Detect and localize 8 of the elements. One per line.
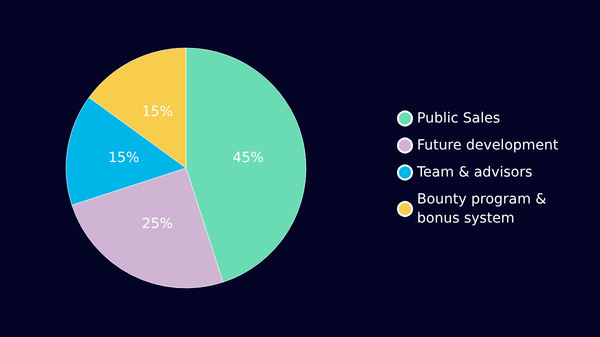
data-label: 25% — [142, 216, 173, 232]
legend-label: Public Sales — [417, 110, 500, 126]
legend-label: Bounty program & bonus system — [417, 192, 551, 226]
data-label: 15% — [142, 104, 173, 120]
legend-label: Team & advisors — [416, 164, 532, 180]
data-label: 45% — [232, 150, 264, 166]
data-label: 15% — [108, 150, 140, 166]
legend-label: Future development — [417, 138, 559, 154]
